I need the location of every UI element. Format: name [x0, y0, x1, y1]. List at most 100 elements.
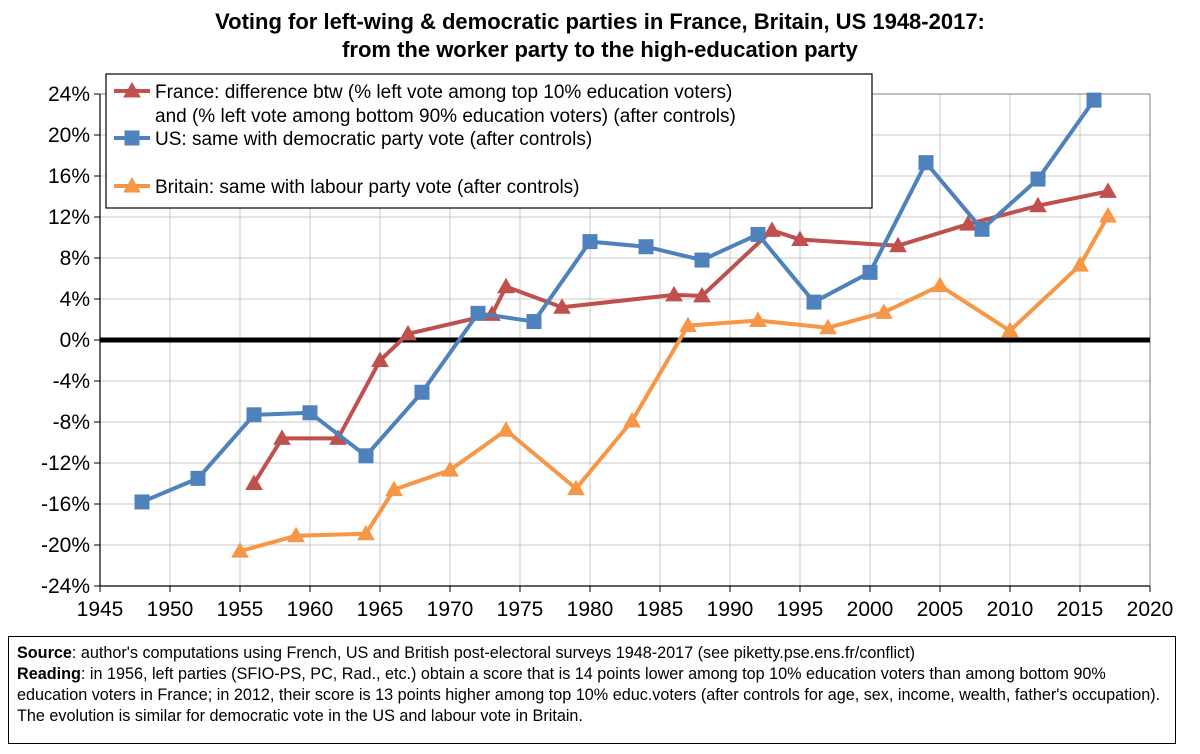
data-point-2 — [931, 276, 949, 293]
y-tick-label: 0% — [60, 329, 90, 352]
data-point-2 — [231, 542, 249, 558]
x-tick-label: 1960 — [287, 598, 334, 621]
x-tick-label: 1990 — [707, 598, 754, 621]
data-point-0 — [1029, 196, 1047, 213]
y-tick-label: 8% — [60, 247, 90, 270]
data-point-1 — [1086, 92, 1102, 108]
data-point-2 — [567, 479, 585, 496]
y-tick-label: -12% — [41, 452, 90, 475]
data-point-0 — [791, 230, 809, 247]
x-tick-label: 1975 — [497, 598, 544, 621]
data-point-0 — [371, 351, 389, 367]
y-tick-label: -20% — [41, 534, 90, 557]
y-tick-label: -8% — [53, 411, 90, 434]
series-line-0 — [252, 189, 1109, 485]
chart-title: Voting for left-wing & democratic partie… — [0, 8, 1200, 64]
y-tick-label: 24% — [48, 83, 90, 106]
x-tick-label: 2005 — [917, 598, 964, 621]
data-point-2 — [623, 411, 641, 428]
chart-title-line-2: from the worker party to the high-educat… — [342, 37, 858, 62]
data-point-2 — [875, 303, 893, 319]
y-tick-label: -24% — [41, 575, 90, 598]
data-point-2 — [749, 311, 767, 328]
source-text: : author's computations using French, US… — [71, 644, 916, 662]
data-point-1 — [918, 155, 934, 171]
data-point-1 — [694, 252, 710, 268]
x-tick-label: 2015 — [1057, 598, 1104, 621]
notes-box: Source: author's computations using Fren… — [8, 636, 1176, 744]
y-tick-label: 4% — [60, 288, 90, 311]
data-point-2 — [287, 526, 305, 543]
x-tick-label: 1945 — [77, 598, 124, 621]
x-tick-label: 2020 — [1127, 598, 1174, 621]
data-point-2 — [1071, 256, 1089, 272]
data-point-2 — [679, 316, 697, 333]
data-point-1 — [526, 314, 542, 330]
data-point-1 — [1030, 171, 1046, 187]
data-point-1 — [862, 264, 878, 280]
x-tick-label: 1995 — [777, 598, 824, 621]
data-point-0 — [763, 221, 781, 237]
series-line-1 — [141, 98, 1096, 504]
data-point-1 — [358, 448, 374, 464]
legend-label-1: US: same with democratic party vote (aft… — [155, 129, 592, 150]
axis-layer: 1945 1950 1955 1960 1965 1970 1975 1980 1985 1990… — [41, 83, 1173, 621]
data-point-2 — [1099, 206, 1117, 223]
data-point-1 — [582, 234, 598, 250]
reading-text: : in 1956, left parties (SFIO-PS, PC, Ra… — [17, 665, 1161, 725]
legend-marker-2 — [123, 176, 141, 193]
data-point-2 — [441, 461, 459, 477]
x-tick-label: 2010 — [987, 598, 1034, 621]
legend-label-0: France: difference btw (% left vote amon… — [155, 82, 732, 103]
legend-marker-1 — [124, 130, 140, 146]
x-tick-label: 1970 — [427, 598, 474, 621]
data-point-0 — [399, 324, 417, 341]
data-point-2 — [819, 318, 837, 335]
data-point-0 — [665, 285, 683, 302]
x-tick-label: 1955 — [217, 598, 264, 621]
data-point-1 — [302, 405, 318, 421]
legend-label-2: Britain: same with labour party vote (af… — [155, 177, 580, 198]
data-point-0 — [497, 277, 515, 294]
data-point-1 — [750, 226, 766, 242]
data-point-2 — [385, 480, 403, 497]
data-point-1 — [134, 494, 150, 510]
data-point-1 — [806, 294, 822, 310]
series-layer — [134, 92, 1117, 558]
y-tick-label: 20% — [48, 124, 90, 147]
legend-label-0: and (% left vote among bottom 90% educat… — [155, 106, 736, 127]
data-point-0 — [959, 215, 977, 231]
y-tick-label: -4% — [53, 370, 90, 393]
x-tick-label: 1980 — [567, 598, 614, 621]
series-line-2 — [239, 214, 1110, 554]
data-point-0 — [245, 474, 263, 490]
data-point-0 — [1099, 182, 1117, 198]
data-point-1 — [638, 239, 654, 255]
data-point-2 — [357, 524, 375, 541]
y-tick-label: -16% — [41, 493, 90, 516]
data-point-2 — [1001, 321, 1019, 338]
y-tick-label: 12% — [48, 206, 90, 229]
legend-marker-0 — [123, 81, 141, 98]
data-point-1 — [974, 221, 990, 237]
legend: France: difference btw (% left vote amon… — [105, 73, 873, 209]
data-point-0 — [273, 429, 291, 445]
data-point-0 — [889, 236, 907, 253]
x-tick-label: 2000 — [847, 598, 894, 621]
data-point-2 — [497, 421, 515, 437]
data-point-0 — [553, 298, 571, 314]
x-tick-label: 1985 — [637, 598, 684, 621]
chart-title-line-1: Voting for left-wing & democratic partie… — [215, 9, 985, 34]
x-tick-label: 1965 — [357, 598, 404, 621]
reading-label: Reading — [17, 665, 81, 683]
x-tick-label: 1950 — [147, 598, 194, 621]
source-label: Source — [17, 644, 72, 662]
data-point-1 — [246, 407, 262, 423]
y-tick-label: 16% — [48, 165, 90, 188]
data-point-1 — [190, 470, 206, 486]
data-point-1 — [470, 305, 486, 321]
legend-box — [105, 73, 873, 209]
data-point-1 — [414, 384, 430, 400]
data-point-0 — [693, 286, 711, 303]
